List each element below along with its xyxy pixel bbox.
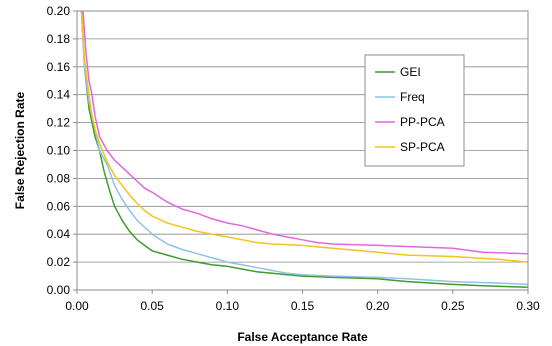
x-tick-label: 0.20 <box>366 299 390 313</box>
x-tick-label: 0.10 <box>216 299 240 313</box>
legend-label: SP-PCA <box>400 140 445 154</box>
y-tick-label: 0.10 <box>47 144 71 158</box>
y-axis-ticks: 0.00 0.02 0.04 0.06 0.08 0.10 0.12 0.14 0.16 0.18… <box>47 4 77 297</box>
y-axis-label: False Rejection Rate <box>13 91 27 209</box>
x-axis-ticks: 0.00 0.05 0.10 0.15 0.20 0.25 0.30 <box>65 290 540 313</box>
series-line-pp-pca <box>82 10 529 255</box>
series-line-sp-pca <box>80 10 529 263</box>
y-tick-label: 0.02 <box>47 255 71 269</box>
y-tick-label: 0.20 <box>47 4 71 18</box>
series-line-gei <box>80 10 529 288</box>
x-tick-label: 0.25 <box>441 299 465 313</box>
y-tick-label: 0.08 <box>47 171 71 185</box>
series-line-freq <box>80 10 529 286</box>
y-tick-label: 0.16 <box>47 60 71 74</box>
series-layer <box>80 10 529 288</box>
y-tick-label: 0.14 <box>47 88 71 102</box>
x-tick-label: 0.15 <box>291 299 315 313</box>
y-tick-label: 0.18 <box>47 32 71 46</box>
legend-label: GEI <box>400 65 421 79</box>
x-tick-label: 0.30 <box>516 299 540 313</box>
x-tick-label: 0.05 <box>140 299 164 313</box>
legend-label: PP-PCA <box>400 115 445 129</box>
legend: GEI Freq PP-PCA SP-PCA <box>364 54 465 167</box>
y-tick-label: 0.04 <box>47 227 71 241</box>
legend-label: Freq <box>400 90 425 104</box>
y-tick-label: 0.12 <box>47 116 71 130</box>
x-tick-label: 0.00 <box>65 299 89 313</box>
x-axis-label: False Acceptance Rate <box>237 330 368 344</box>
y-tick-label: 0.06 <box>47 199 71 213</box>
y-tick-label: 0.00 <box>47 283 71 297</box>
